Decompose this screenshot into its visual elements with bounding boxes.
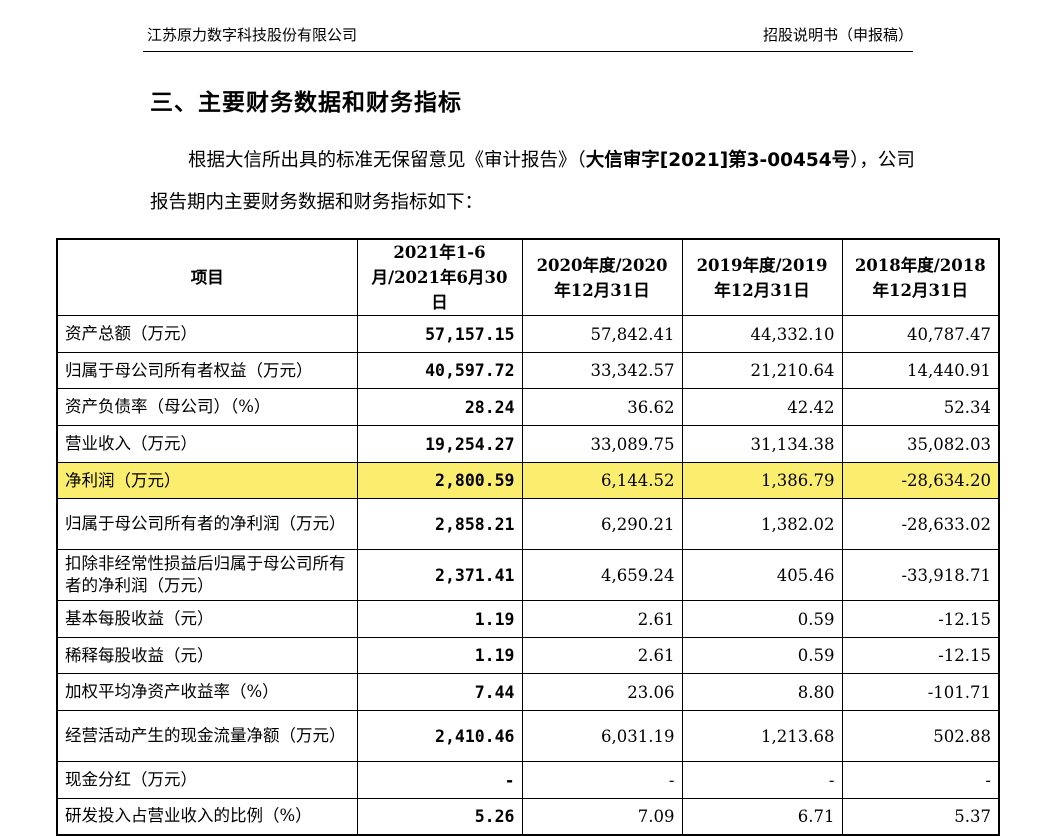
- row-label: 扣除非经常性损益后归属于母公司所有者的净利润（万元）: [56, 549, 358, 601]
- intro-paragraph: 根据大信所出具的标准无保留意见《审计报告》（大信审字[2021]第3-00454…: [150, 140, 920, 224]
- row-value: 6,290.21: [521, 498, 683, 550]
- row-value: -28,634.20: [841, 462, 1000, 499]
- intro-text-after: ），公司报告期内主要财务数据和财务指标如下：: [150, 150, 915, 213]
- audit-report-number: 大信审字[2021]第3-00454号: [585, 150, 851, 171]
- row-value: 2.61: [521, 637, 683, 674]
- table-row: 资产负债率（母公司）（%） 28.24 36.62 42.42 52.34: [56, 388, 1000, 426]
- row-value: 6.71: [681, 798, 843, 835]
- row-value: 502.88: [841, 710, 1000, 762]
- row-value: -28,633.02: [841, 498, 1000, 550]
- row-value: 31,134.38: [681, 425, 843, 463]
- row-value: 0.59: [681, 600, 843, 638]
- row-value: 40,597.72: [356, 352, 523, 389]
- row-label: 经营活动产生的现金流量净额（万元）: [56, 710, 358, 762]
- row-value: 5.26: [356, 798, 523, 835]
- row-value: 21,210.64: [681, 352, 843, 389]
- row-label: 营业收入（万元）: [56, 425, 358, 463]
- row-value: 405.46: [681, 549, 843, 601]
- table-header-row: 项目 2021年1-6月/2021年6月30日 2020年度/2020年12月3…: [56, 238, 1000, 316]
- row-label: 加权平均净资产收益率（%）: [56, 673, 358, 711]
- row-label: 净利润（万元）: [56, 462, 358, 499]
- row-label: 资产负债率（母公司）（%）: [56, 388, 358, 426]
- row-value: -: [681, 761, 843, 799]
- row-value: 4,659.24: [521, 549, 683, 601]
- row-value: 1,382.02: [681, 498, 843, 550]
- row-value: 14,440.91: [841, 352, 1000, 389]
- row-value: 35,082.03: [841, 425, 1000, 463]
- table-row: 扣除非经常性损益后归属于母公司所有者的净利润（万元） 2,371.41 4,659.…: [56, 549, 1000, 601]
- row-value: 5.37: [841, 798, 1000, 835]
- header-2018: 2018年度/2018年12月31日: [841, 238, 1000, 316]
- row-value: 7.09: [521, 798, 683, 835]
- row-value: 52.34: [841, 388, 1000, 426]
- row-value: -: [521, 761, 683, 799]
- row-value: 57,842.41: [521, 315, 683, 353]
- row-value: 57,157.15: [356, 315, 523, 353]
- row-value: -12.15: [841, 637, 1000, 674]
- header-item: 项目: [56, 238, 358, 316]
- table-row: 加权平均净资产收益率（%） 7.44 23.06 8.80 -101.71: [56, 673, 1000, 711]
- row-value: 2,371.41: [356, 549, 523, 601]
- row-value: 42.42: [681, 388, 843, 426]
- row-value: 1.19: [356, 600, 523, 638]
- row-value: 1,213.68: [681, 710, 843, 762]
- header-divider: [143, 51, 913, 52]
- table-row: 归属于母公司所有者的净利润（万元） 2,858.21 6,290.21 1,382.0…: [56, 498, 1000, 550]
- table-row: 现金分红（万元） - - - -: [56, 761, 1000, 799]
- table-row: 资产总额（万元） 57,157.15 57,842.41 44,332.10 40,78…: [56, 315, 1000, 353]
- row-value: 2,800.59: [356, 462, 523, 499]
- row-label: 基本每股收益（元）: [56, 600, 358, 638]
- row-value: 2,410.46: [356, 710, 523, 762]
- header-2020: 2020年度/2020年12月31日: [521, 238, 683, 316]
- table-row: 营业收入（万元） 19,254.27 33,089.75 31,134.38 35,08…: [56, 425, 1000, 463]
- row-value: -: [841, 761, 1000, 799]
- row-value: -33,918.71: [841, 549, 1000, 601]
- row-value: -: [356, 761, 523, 799]
- row-label: 稀释每股收益（元）: [56, 637, 358, 674]
- table-row: 归属于母公司所有者权益（万元） 40,597.72 33,342.57 21,210.…: [56, 352, 1000, 389]
- section-title: 三、主要财务数据和财务指标: [150, 90, 462, 116]
- row-label: 归属于母公司所有者权益（万元）: [56, 352, 358, 389]
- row-value: -101.71: [841, 673, 1000, 711]
- row-value: 1.19: [356, 637, 523, 674]
- row-value: 33,342.57: [521, 352, 683, 389]
- row-value: 40,787.47: [841, 315, 1000, 353]
- table-row: 经营活动产生的现金流量净额（万元） 2,410.46 6,031.19 1,213.6…: [56, 710, 1000, 762]
- header-2019: 2019年度/2019年12月31日: [681, 238, 843, 316]
- row-label: 研发投入占营业收入的比例（%）: [56, 798, 358, 835]
- row-label: 现金分红（万元）: [56, 761, 358, 799]
- table-row: 研发投入占营业收入的比例（%） 5.26 7.09 6.71 5.37: [56, 798, 1000, 835]
- intro-text-before: 根据大信所出具的标准无保留意见《审计报告》（: [188, 150, 586, 171]
- row-value: 23.06: [521, 673, 683, 711]
- row-value: 8.80: [681, 673, 843, 711]
- row-value: 44,332.10: [681, 315, 843, 353]
- row-value: 6,031.19: [521, 710, 683, 762]
- financial-data-table: 项目 2021年1-6月/2021年6月30日 2020年度/2020年12月3…: [56, 238, 1000, 836]
- row-value: -12.15: [841, 600, 1000, 638]
- row-value: 0.59: [681, 637, 843, 674]
- header-company-name: 江苏原力数字科技股份有限公司: [147, 26, 358, 44]
- table-row: 稀释每股收益（元） 1.19 2.61 0.59 -12.15: [56, 637, 1000, 674]
- row-value: 2.61: [521, 600, 683, 638]
- header-document-type: 招股说明书（申报稿）: [762, 26, 913, 44]
- row-value: 36.62: [521, 388, 683, 426]
- row-value: 7.44: [356, 673, 523, 711]
- row-label: 归属于母公司所有者的净利润（万元）: [56, 498, 358, 550]
- header-2021h1: 2021年1-6月/2021年6月30日: [356, 238, 523, 316]
- table-row: 基本每股收益（元） 1.19 2.61 0.59 -12.15: [56, 600, 1000, 638]
- row-value: 1,386.79: [681, 462, 843, 499]
- table-row: 净利润（万元） 2,800.59 6,144.52 1,386.79 -28,634.2…: [56, 462, 1000, 499]
- row-value: 33,089.75: [521, 425, 683, 463]
- row-value: 19,254.27: [356, 425, 523, 463]
- row-value: 28.24: [356, 388, 523, 426]
- row-value: 2,858.21: [356, 498, 523, 550]
- row-label: 资产总额（万元）: [56, 315, 358, 353]
- row-value: 6,144.52: [521, 462, 683, 499]
